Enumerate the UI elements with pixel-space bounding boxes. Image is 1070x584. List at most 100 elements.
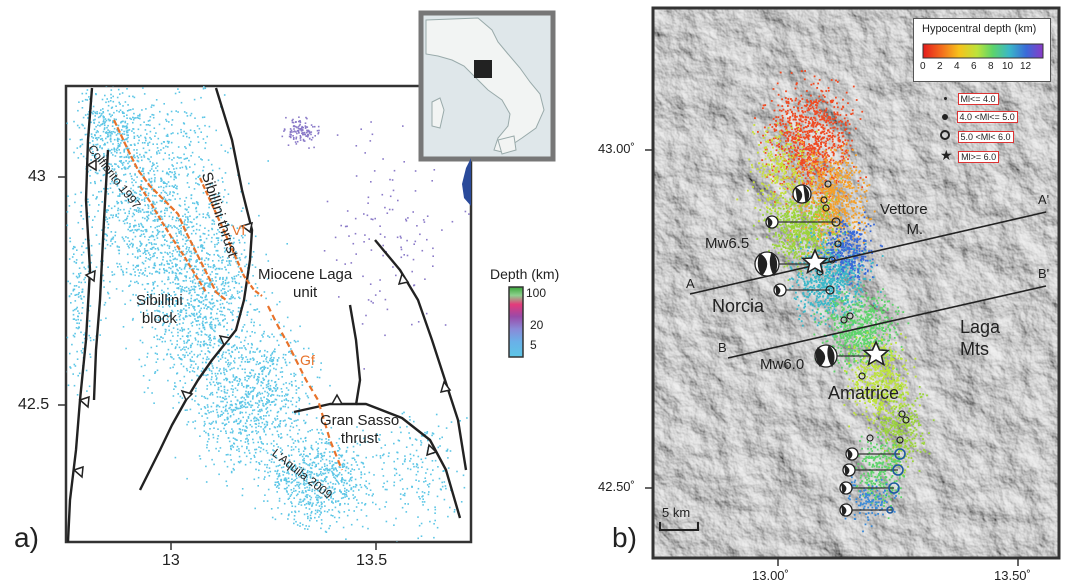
seismic-event-a <box>281 452 284 455</box>
seismic-event-a <box>267 260 270 262</box>
seismic-event-a <box>150 242 153 244</box>
seismic-event-a <box>211 223 213 225</box>
seismic-event-a <box>183 268 186 270</box>
seismic-event-a <box>89 337 92 339</box>
seismic-event-a <box>225 292 227 294</box>
seismic-event-a <box>274 484 277 486</box>
seismic-event-a <box>338 472 341 474</box>
seismic-event-a <box>72 309 75 312</box>
seismic-event-a <box>299 467 302 469</box>
seismic-event-a <box>182 250 184 253</box>
seismic-event-a <box>236 439 238 441</box>
seismic-event-a <box>170 355 172 358</box>
seismic-event-a <box>181 166 184 169</box>
seismic-event-a <box>206 308 208 310</box>
seismic-event-a <box>303 513 306 516</box>
seismic-event-a <box>276 411 279 414</box>
seismic-event-a <box>217 404 219 407</box>
seismic-event-a <box>370 438 372 440</box>
seismic-event-a <box>245 425 248 428</box>
seismic-event-a <box>223 285 226 287</box>
seismic-event-a <box>221 259 223 262</box>
seismic-event-a <box>210 281 212 283</box>
seismic-event-a <box>158 225 160 227</box>
seismic-event-a <box>220 213 222 215</box>
seismic-event-a <box>295 389 298 391</box>
seismic-event-a <box>302 132 304 134</box>
seismic-event-a <box>137 157 140 159</box>
seismic-event-a <box>110 240 112 242</box>
seismic-event-a <box>263 367 265 369</box>
seismic-event-a <box>302 138 305 141</box>
seismic-event-a <box>241 406 243 409</box>
seismic-event-a <box>307 482 309 484</box>
seismic-event-a <box>189 358 192 361</box>
seismic-event-a <box>346 210 349 212</box>
seismic-event-a <box>193 274 195 277</box>
seismic-event-a <box>203 430 206 432</box>
seismic-event-a <box>185 147 187 150</box>
seismic-event-a <box>202 87 205 90</box>
seismic-event-a <box>101 112 103 115</box>
seismic-event-a <box>201 244 204 247</box>
seismic-event-a <box>265 415 267 417</box>
seismic-event-a <box>247 384 250 387</box>
seismic-event-a <box>317 442 319 445</box>
seismic-event-a <box>197 183 199 185</box>
seismic-event-a <box>284 425 287 427</box>
seismic-event-a <box>253 309 255 311</box>
seismic-event-a <box>297 419 299 421</box>
seismic-event-a <box>143 248 146 250</box>
seismic-event-a <box>270 360 273 363</box>
seismic-event-a <box>190 197 193 200</box>
seismic-event-a <box>432 255 434 257</box>
seismic-event-a <box>232 237 235 240</box>
seismic-event-a <box>107 227 109 229</box>
seismic-event-a <box>153 243 156 245</box>
seismic-event-a <box>183 318 185 321</box>
seismic-event-a <box>308 487 311 489</box>
seismic-event-a <box>166 133 169 136</box>
seismic-event-a <box>188 302 190 305</box>
seismic-event-a <box>382 158 384 160</box>
seismic-event-a <box>147 387 149 389</box>
seismic-event-a <box>81 288 84 291</box>
seismic-event-a <box>95 125 97 128</box>
seismic-event-a <box>235 282 237 284</box>
seismic-event-a <box>109 100 112 102</box>
seismic-event-a <box>77 318 79 321</box>
seismic-event-a <box>208 324 211 326</box>
seismic-event-a <box>312 502 314 505</box>
seismic-event-a <box>308 489 311 491</box>
seismic-event-a <box>134 219 136 222</box>
seismic-event-a <box>178 157 180 159</box>
seismic-event-a <box>263 330 265 333</box>
seismic-event-a <box>69 366 71 368</box>
seismic-event-a <box>186 263 188 266</box>
seismic-event-a <box>312 353 314 355</box>
seismic-event-a <box>233 344 236 346</box>
seismic-event-a <box>201 280 203 283</box>
seismic-event-a <box>290 380 293 383</box>
seismic-event-a <box>322 472 324 475</box>
seismic-event-a <box>85 369 88 372</box>
seismic-event-a <box>167 224 170 226</box>
seismic-event-a <box>279 422 281 425</box>
seismic-event-a <box>112 95 114 98</box>
seismic-event-a <box>82 251 85 254</box>
seismic-event-a <box>244 336 247 339</box>
seismic-event-a <box>132 184 135 187</box>
seismic-event-a <box>122 238 125 240</box>
seismic-event-a <box>123 167 126 169</box>
seismic-event-a <box>157 310 159 312</box>
seismic-event-a <box>213 427 215 429</box>
seismic-event-a <box>372 218 374 221</box>
seismic-event-a <box>167 379 169 382</box>
seismic-event-a <box>199 353 201 356</box>
seismic-event-a <box>229 415 232 417</box>
seismic-event-a <box>158 123 161 126</box>
seismic-event-a <box>167 135 169 137</box>
seismic-event-a <box>126 88 128 90</box>
seismic-event-a <box>104 166 107 169</box>
seismic-event-a <box>166 183 168 185</box>
